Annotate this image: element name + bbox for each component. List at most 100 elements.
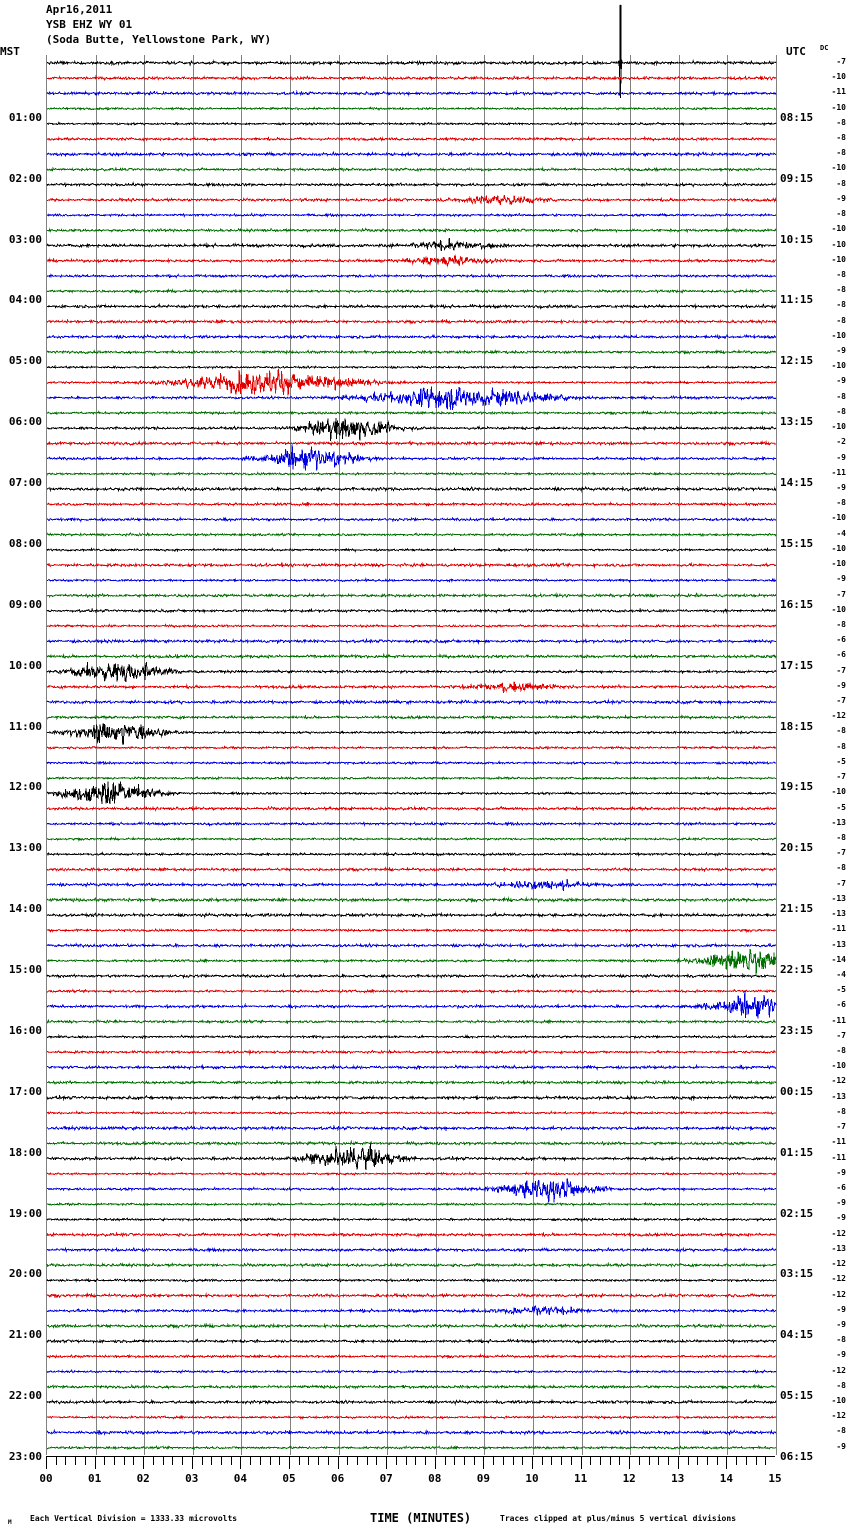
scale-note: Each Vertical Division = 1333.33 microvo… [30, 1514, 237, 1523]
dc-offset-value: -11 [806, 1153, 846, 1162]
mst-time-label: 01:00 [0, 111, 42, 124]
dc-offset-value: -10 [806, 422, 846, 431]
dc-offset-value: -8 [806, 1046, 846, 1055]
dc-offset-value: -8 [806, 1107, 846, 1116]
dc-offset-value: -9 [806, 1213, 846, 1222]
mst-time-label: 20:00 [0, 1267, 42, 1280]
dc-offset-value: -9 [806, 1305, 846, 1314]
dc-offset-value: -8 [806, 1381, 846, 1390]
dc-offset-value: -9 [806, 194, 846, 203]
dc-offset-value: -10 [806, 1396, 846, 1405]
mst-time-label: 04:00 [0, 293, 42, 306]
dc-offset-value: -4 [806, 529, 846, 538]
x-tick-label: 13 [671, 1472, 684, 1485]
dc-offset-value: -8 [806, 118, 846, 127]
x-tick-label: 15 [768, 1472, 781, 1485]
dc-offset-value: -9 [806, 376, 846, 385]
dc-offset-value: -7 [806, 696, 846, 705]
mst-time-label: 19:00 [0, 1207, 42, 1220]
mst-time-label: 14:00 [0, 902, 42, 915]
dc-offset-value: -9 [806, 1198, 846, 1207]
dc-offset-value: -10 [806, 240, 846, 249]
dc-offset-value: -8 [806, 285, 846, 294]
dc-offset-value: -12 [806, 1274, 846, 1283]
dc-offset-value: -9 [806, 1168, 846, 1177]
mst-time-label: 08:00 [0, 537, 42, 550]
utc-time-label: 06:15 [780, 1450, 813, 1463]
x-tick-label: 08 [428, 1472, 441, 1485]
dc-offset-value: -8 [806, 742, 846, 751]
dc-offset-value: -7 [806, 879, 846, 888]
mst-time-label: 16:00 [0, 1024, 42, 1037]
x-tick-label: 03 [185, 1472, 198, 1485]
dc-offset-value: -10 [806, 163, 846, 172]
mst-time-label: 18:00 [0, 1146, 42, 1159]
x-axis-ticks [46, 1456, 775, 1470]
dc-offset-value: -12 [806, 1411, 846, 1420]
mst-time-label: 07:00 [0, 476, 42, 489]
dc-offset-value: -7 [806, 666, 846, 675]
dc-offset-value: -8 [806, 316, 846, 325]
dc-axis-label: DC [820, 44, 828, 52]
dc-offset-value: -13 [806, 940, 846, 949]
dc-offset-value: -10 [806, 559, 846, 568]
m-marker: M [8, 1519, 12, 1526]
dc-offset-value: -12 [806, 1076, 846, 1085]
dc-offset-value: -11 [806, 1016, 846, 1025]
dc-offset-value: -8 [806, 300, 846, 309]
dc-offset-value: -9 [806, 346, 846, 355]
helicorder-plot [46, 55, 777, 1455]
dc-offset-value: -9 [806, 483, 846, 492]
dc-offset-value: -8 [806, 863, 846, 872]
x-tick-label: 12 [623, 1472, 636, 1485]
dc-offset-value: -8 [806, 179, 846, 188]
dc-offset-value: -5 [806, 985, 846, 994]
x-tick-label: 01 [88, 1472, 101, 1485]
dc-offset-value: -8 [806, 133, 846, 142]
dc-offset-value: -14 [806, 955, 846, 964]
dc-offset-value: -9 [806, 681, 846, 690]
x-tick-label: 02 [137, 1472, 150, 1485]
dc-offset-value: -13 [806, 909, 846, 918]
dc-offset-value: -12 [806, 1290, 846, 1299]
dc-offset-value: -13 [806, 1244, 846, 1253]
dc-offset-value: -7 [806, 1122, 846, 1131]
dc-offset-value: -8 [806, 498, 846, 507]
dc-offset-value: -10 [806, 72, 846, 81]
dc-offset-value: -8 [806, 209, 846, 218]
mst-time-label: 21:00 [0, 1328, 42, 1341]
dc-offset-value: -4 [806, 970, 846, 979]
dc-offset-value: -13 [806, 818, 846, 827]
dc-offset-value: -8 [806, 726, 846, 735]
x-tick-label: 10 [525, 1472, 538, 1485]
mst-time-label: 12:00 [0, 780, 42, 793]
dc-offset-value: -5 [806, 803, 846, 812]
dc-offset-value: -9 [806, 1350, 846, 1359]
dc-offset-value: -13 [806, 1092, 846, 1101]
dc-offset-value: -8 [806, 1426, 846, 1435]
dc-offset-value: -10 [806, 544, 846, 553]
dc-offset-value: -2 [806, 437, 846, 446]
x-tick-label: 14 [720, 1472, 733, 1485]
x-tick-label: 09 [477, 1472, 490, 1485]
dc-offset-value: -8 [806, 148, 846, 157]
x-axis-title: TIME (MINUTES) [370, 1511, 471, 1525]
mst-time-label: 06:00 [0, 415, 42, 428]
dc-offset-value: -7 [806, 57, 846, 66]
dc-offset-value: -5 [806, 757, 846, 766]
utc-axis-label: UTC [786, 45, 806, 58]
mst-time-label: 13:00 [0, 841, 42, 854]
clipping-note: Traces clipped at plus/minus 5 vertical … [500, 1514, 736, 1523]
mst-time-label: 17:00 [0, 1085, 42, 1098]
mst-time-label: 11:00 [0, 720, 42, 733]
dc-offset-value: -10 [806, 361, 846, 370]
dc-offset-value: -9 [806, 1320, 846, 1329]
dc-offset-value: -10 [806, 605, 846, 614]
dc-offset-value: -11 [806, 1137, 846, 1146]
dc-offset-value: -9 [806, 574, 846, 583]
dc-offset-value: -9 [806, 453, 846, 462]
mst-time-label: 09:00 [0, 598, 42, 611]
dc-offset-value: -6 [806, 1000, 846, 1009]
mst-time-label: 03:00 [0, 233, 42, 246]
mst-time-label: 22:00 [0, 1389, 42, 1402]
